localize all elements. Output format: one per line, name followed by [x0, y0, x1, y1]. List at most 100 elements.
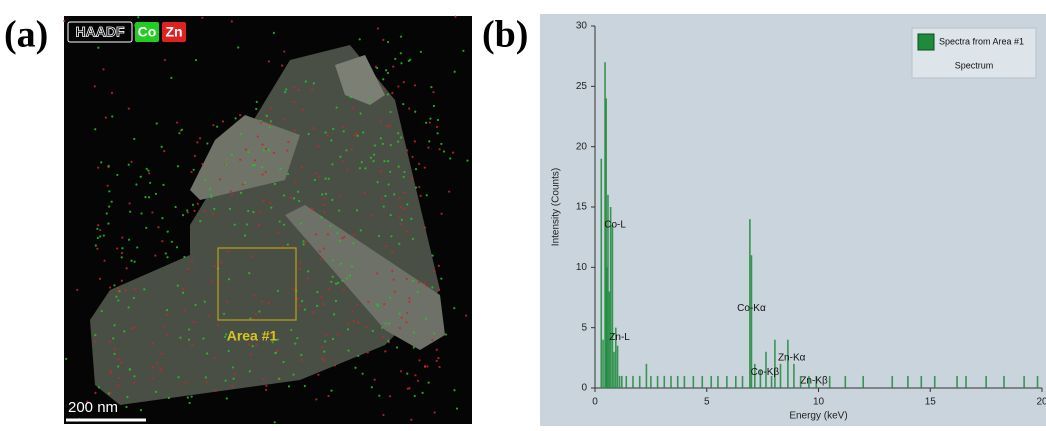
peak-label: Co-L — [604, 220, 626, 231]
map-dot — [282, 118, 286, 121]
map-dot — [272, 31, 275, 35]
map-dot — [129, 210, 132, 213]
map-dot — [412, 346, 415, 349]
map-dot — [201, 16, 204, 19]
map-dot — [270, 107, 273, 110]
map-dot — [193, 154, 197, 157]
map-dot — [176, 121, 179, 124]
map-dot — [301, 108, 304, 111]
map-dot — [187, 267, 190, 270]
map-dot — [96, 227, 99, 230]
map-dot — [356, 303, 359, 306]
map-dot — [318, 175, 321, 178]
map-dot — [292, 373, 295, 376]
map-dot — [400, 136, 403, 139]
map-dot — [405, 321, 408, 324]
map-dot — [298, 199, 301, 203]
map-dot — [139, 175, 142, 178]
map-dot — [362, 131, 365, 134]
map-dot — [120, 256, 123, 259]
map-dot — [465, 314, 468, 317]
map-dot — [145, 226, 148, 229]
map-dot — [303, 384, 306, 388]
map-dot — [136, 246, 139, 249]
map-dot — [355, 209, 359, 212]
map-dot — [137, 16, 140, 19]
map-dot — [386, 125, 389, 128]
map-dot — [107, 164, 110, 168]
map-dot — [269, 120, 272, 123]
map-dot — [253, 159, 257, 162]
map-dot — [184, 381, 187, 384]
map-dot — [311, 88, 314, 91]
map-dot — [398, 197, 401, 200]
map-dot — [316, 291, 319, 294]
map-dot — [298, 304, 301, 307]
map-dot — [358, 167, 362, 170]
chart-background — [540, 14, 1046, 426]
map-dot — [245, 223, 249, 226]
map-dot — [188, 401, 191, 405]
map-dot — [99, 235, 102, 238]
map-dot — [324, 192, 328, 195]
map-dot — [287, 140, 290, 144]
map-dot — [451, 151, 455, 154]
map-dot — [231, 385, 234, 388]
map-dot — [170, 76, 173, 79]
map-dot — [229, 190, 232, 193]
map-dot — [239, 133, 242, 136]
map-dot — [251, 255, 254, 258]
map-dot — [181, 214, 185, 217]
particle — [90, 45, 440, 405]
map-dot — [265, 384, 268, 387]
map-dot — [431, 338, 434, 341]
map-dot — [120, 251, 124, 255]
map-dot — [273, 182, 276, 186]
map-dot — [389, 110, 392, 114]
map-dot — [462, 49, 465, 52]
map-dot — [271, 334, 274, 337]
map-dot — [395, 346, 399, 349]
map-dot — [330, 389, 333, 392]
map-dot — [133, 137, 136, 141]
map-dot — [285, 88, 288, 91]
map-dot — [183, 309, 186, 312]
map-dot — [261, 143, 264, 146]
map-dot — [292, 100, 296, 104]
map-dot — [194, 59, 198, 62]
map-dot — [408, 297, 411, 300]
map-dot — [397, 165, 400, 168]
map-dot — [225, 397, 228, 400]
map-dot — [405, 230, 408, 233]
map-dot — [356, 134, 359, 137]
map-dot — [330, 139, 333, 142]
map-dot — [225, 300, 229, 303]
map-dot — [314, 233, 318, 236]
y-tick-label: 0 — [581, 383, 587, 394]
map-dot — [113, 348, 116, 351]
map-dot — [385, 69, 388, 72]
map-dot — [255, 343, 258, 346]
x-tick-label: 5 — [704, 397, 710, 408]
map-dot — [402, 103, 405, 106]
map-dot — [306, 277, 309, 280]
map-dot — [249, 317, 252, 320]
map-dot — [303, 308, 307, 311]
map-dot — [320, 216, 323, 219]
map-dot — [108, 205, 111, 208]
y-tick-label: 5 — [581, 322, 587, 333]
map-dot — [96, 247, 99, 250]
map-dot — [307, 270, 310, 273]
map-dot — [300, 166, 303, 169]
map-dot — [437, 264, 441, 267]
map-dot — [223, 335, 227, 338]
map-dot — [382, 205, 385, 208]
map-dot — [323, 210, 326, 214]
map-dot — [237, 46, 240, 49]
map-dot — [196, 202, 199, 205]
map-dot — [398, 242, 401, 245]
map-dot — [109, 370, 112, 373]
map-dot — [368, 99, 371, 102]
map-dot — [147, 169, 150, 172]
map-dot — [382, 335, 385, 338]
